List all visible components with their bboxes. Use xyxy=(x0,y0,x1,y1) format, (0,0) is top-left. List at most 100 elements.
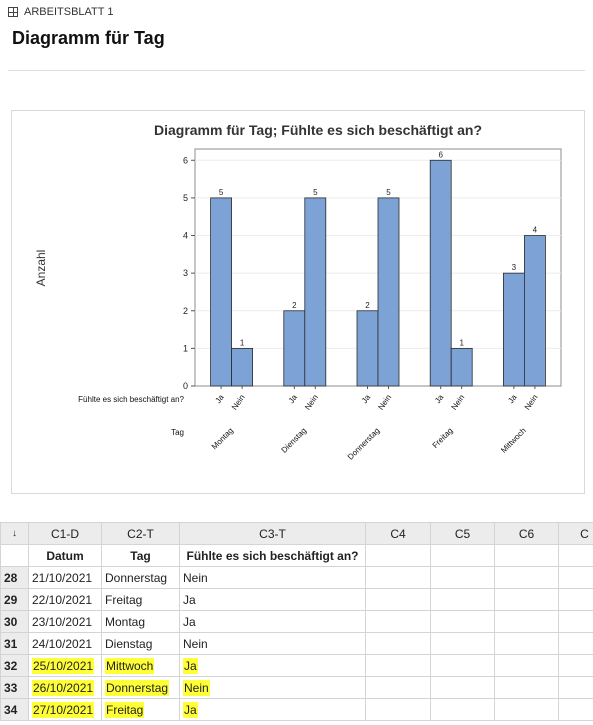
cell-tag[interactable]: Montag xyxy=(101,610,180,633)
highlight-mark: Ja xyxy=(183,657,198,674)
cell-empty[interactable] xyxy=(430,588,495,611)
column-id-c4[interactable]: C4 xyxy=(365,522,431,545)
cell-busy[interactable]: Nein xyxy=(179,566,366,589)
cell-datum[interactable]: 22/10/2021 xyxy=(28,588,102,611)
cell-empty[interactable] xyxy=(494,676,559,699)
cell-busy[interactable]: Ja xyxy=(179,610,366,633)
bar xyxy=(450,347,473,387)
cell-datum[interactable]: 21/10/2021 xyxy=(28,566,102,589)
inner-category-label: Nein xyxy=(450,393,467,412)
outer-category-label: Donnerstag xyxy=(346,426,382,462)
cell-empty[interactable] xyxy=(430,654,495,677)
cell-busy[interactable]: Ja xyxy=(179,588,366,611)
y-tick-label: 3 xyxy=(183,268,188,278)
cell-tag[interactable]: Donnerstag xyxy=(101,566,180,589)
bar xyxy=(231,347,254,387)
cell-empty[interactable] xyxy=(494,698,559,721)
cell-empty[interactable] xyxy=(494,566,559,589)
cell-empty[interactable] xyxy=(558,588,593,611)
cell-tag[interactable]: Donnerstag xyxy=(101,676,180,699)
cell-empty[interactable] xyxy=(365,676,431,699)
highlight-mark: 25/10/2021 xyxy=(32,657,95,674)
variable-c6[interactable] xyxy=(494,544,559,567)
cell-empty[interactable] xyxy=(365,698,431,721)
variable-c5[interactable] xyxy=(430,544,495,567)
cell-empty[interactable] xyxy=(494,654,559,677)
bar-data-label: 4 xyxy=(533,226,538,235)
cell-empty[interactable] xyxy=(365,654,431,677)
cell-empty[interactable] xyxy=(430,698,495,721)
sort-arrow-icon[interactable]: ↓ xyxy=(0,522,29,545)
inner-category-label: Nein xyxy=(230,393,247,412)
table-row: 34 27/10/2021 Freitag Ja xyxy=(0,698,593,721)
cell-tag[interactable]: Freitag xyxy=(101,698,180,721)
bar-data-label: 6 xyxy=(438,150,443,159)
column-id-c2[interactable]: C2-T xyxy=(101,522,180,545)
cell-empty[interactable] xyxy=(558,698,593,721)
bar xyxy=(377,197,400,387)
variable-tag[interactable]: Tag xyxy=(101,544,180,567)
cell-datum[interactable]: 24/10/2021 xyxy=(28,632,102,655)
highlight-mark: Donnerstag xyxy=(105,679,170,696)
cell-empty[interactable] xyxy=(494,610,559,633)
y-tick-label: 0 xyxy=(183,381,188,391)
cell-busy[interactable]: Nein xyxy=(179,676,366,699)
column-id-c5[interactable]: C5 xyxy=(430,522,495,545)
y-tick-label: 1 xyxy=(183,343,188,353)
row-number[interactable]: 29 xyxy=(0,588,29,611)
cell-empty[interactable] xyxy=(494,588,559,611)
cell-empty[interactable] xyxy=(430,610,495,633)
cell-tag[interactable]: Dienstag xyxy=(101,632,180,655)
cell-empty[interactable] xyxy=(494,632,559,655)
column-id-c3[interactable]: C3-T xyxy=(179,522,366,545)
cell-datum[interactable]: 23/10/2021 xyxy=(28,610,102,633)
variable-datum[interactable]: Datum xyxy=(28,544,102,567)
cell-datum[interactable]: 27/10/2021 xyxy=(28,698,102,721)
bar xyxy=(429,159,452,387)
cell-datum[interactable]: 26/10/2021 xyxy=(28,676,102,699)
inner-category-label: Nein xyxy=(523,393,540,412)
cell-empty[interactable] xyxy=(365,610,431,633)
cell-empty[interactable] xyxy=(365,588,431,611)
cell-empty[interactable] xyxy=(430,566,495,589)
cell-empty[interactable] xyxy=(558,632,593,655)
cell-empty[interactable] xyxy=(558,566,593,589)
row-number[interactable]: 32 xyxy=(0,654,29,677)
cell-empty[interactable] xyxy=(430,676,495,699)
bar-data-label: 1 xyxy=(240,338,245,347)
row-number[interactable]: 34 xyxy=(0,698,29,721)
variable-busy[interactable]: Fühlte es sich beschäftigt an? xyxy=(179,544,366,567)
cell-empty[interactable] xyxy=(558,654,593,677)
row-number[interactable]: 30 xyxy=(0,610,29,633)
cell-empty[interactable] xyxy=(558,610,593,633)
bar xyxy=(524,235,546,387)
sheet-label[interactable]: ARBEITSBLATT 1 xyxy=(8,6,113,18)
column-id-c1[interactable]: C1-D xyxy=(28,522,102,545)
variable-c4[interactable] xyxy=(365,544,431,567)
table-row: 32 25/10/2021 Mittwoch Ja xyxy=(0,654,593,677)
column-id-c7[interactable]: C xyxy=(558,522,593,545)
cell-empty[interactable] xyxy=(558,676,593,699)
inner-category-label: Nein xyxy=(376,393,393,412)
row-number[interactable]: 33 xyxy=(0,676,29,699)
cell-busy[interactable]: Ja xyxy=(179,654,366,677)
cell-busy[interactable]: Ja xyxy=(179,698,366,721)
cell-tag[interactable]: Mittwoch xyxy=(101,654,180,677)
chart-panel[interactable]: 0 1 2 3 4 5 6 Diagramm für Tag; Fühlte es sich … xyxy=(11,110,585,494)
cell-empty[interactable] xyxy=(365,632,431,655)
y-tick-label: 4 xyxy=(183,231,188,241)
row-number[interactable]: 28 xyxy=(0,566,29,589)
highlight-mark: 26/10/2021 xyxy=(32,679,95,696)
worksheet-table[interactable]: ↓ C1-D C2-T C3-T C4 C5 C6 C Datum Tag Fü… xyxy=(0,522,593,721)
cell-busy[interactable]: Nein xyxy=(179,632,366,655)
cell-tag[interactable]: Freitag xyxy=(101,588,180,611)
cell-empty[interactable] xyxy=(365,566,431,589)
row-number[interactable]: 31 xyxy=(0,632,29,655)
variable-name-row: Datum Tag Fühlte es sich beschäftigt an? xyxy=(0,544,593,567)
cell-empty[interactable] xyxy=(430,632,495,655)
variable-c7[interactable] xyxy=(558,544,593,567)
column-id-c6[interactable]: C6 xyxy=(494,522,559,545)
y-tick-label: 5 xyxy=(183,193,188,203)
cell-datum[interactable]: 25/10/2021 xyxy=(28,654,102,677)
bar-chart: 0 1 2 3 4 5 6 Diagramm für Tag; Fühlte es sich … xyxy=(34,122,562,462)
